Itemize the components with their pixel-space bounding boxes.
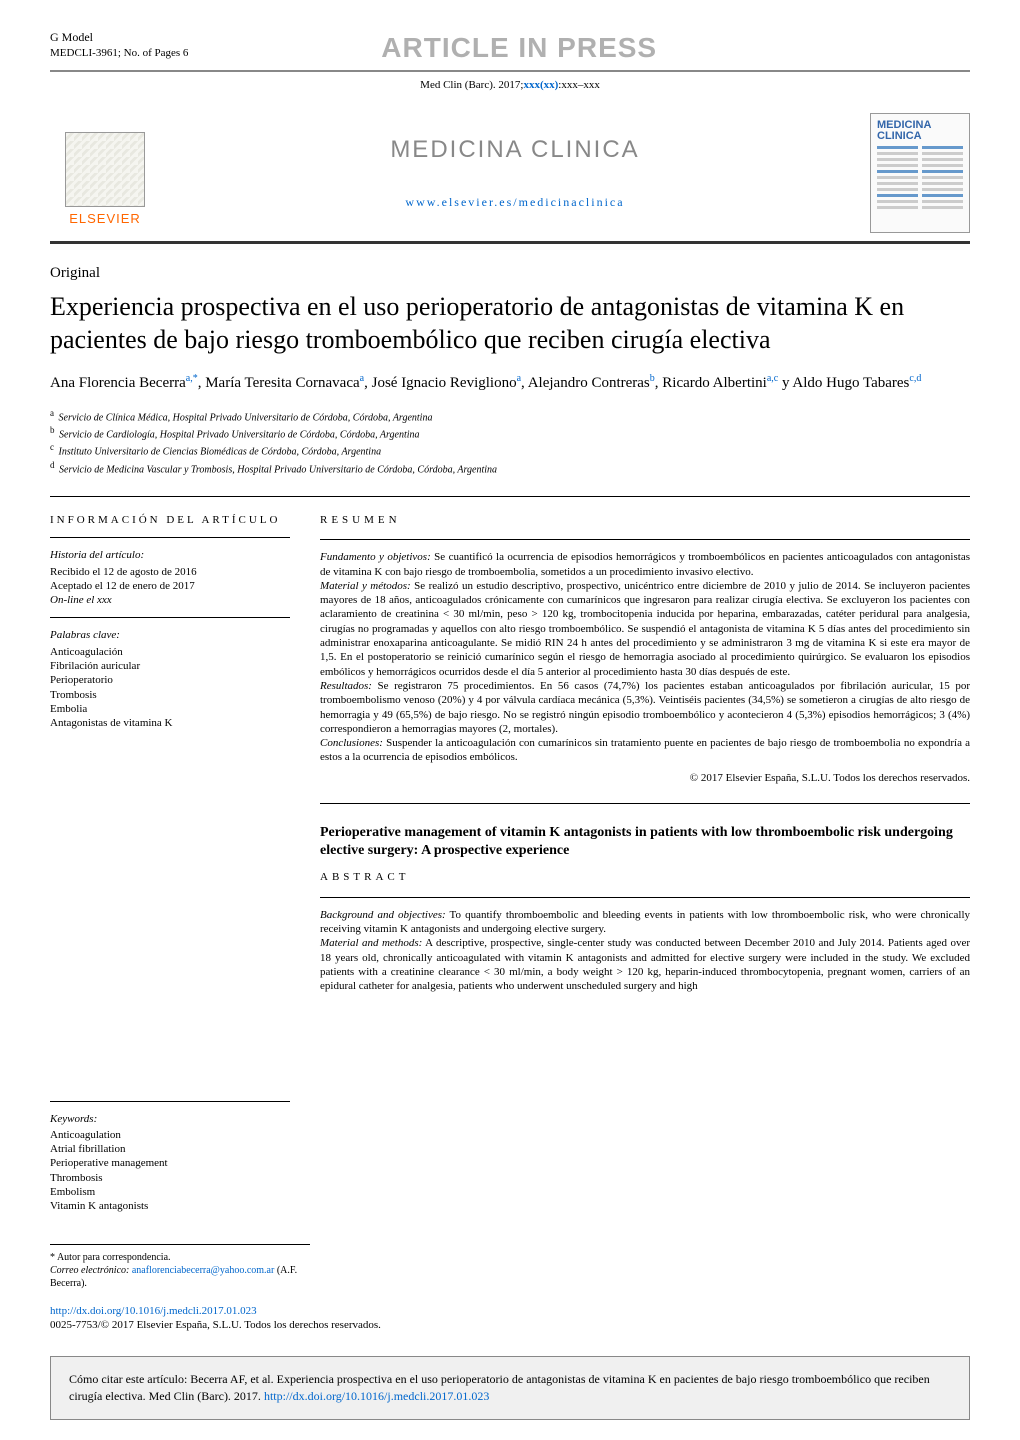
resultados-text: Se registraron 75 procedimientos. En 56 … <box>320 680 970 735</box>
abstract-column: resumen Fundamento y objetivos: Se cuant… <box>320 513 970 1214</box>
gmodel-line2: MEDCLI-3961; No. of Pages 6 <box>50 46 188 60</box>
keyword-item: Perioperatorio <box>50 673 290 687</box>
resultados-label: Resultados: <box>320 680 372 692</box>
conclusiones-text: Suspender la anticoagulación con cumarín… <box>320 737 970 763</box>
keyword-item: Atrial fibrillation <box>50 1142 290 1156</box>
doi-url[interactable]: http://dx.doi.org/10.1016/j.medcli.2017.… <box>50 1304 970 1318</box>
keyword-item: Thrombosis <box>50 1171 290 1185</box>
resumen-body: Fundamento y objetivos: Se cuantificó la… <box>320 550 970 764</box>
cite-text: Cómo citar este artículo: Becerra AF, et… <box>69 1372 930 1403</box>
affiliation-item: b Servicio de Cardiología, Hospital Priv… <box>50 425 970 441</box>
cite-link[interactable]: http://dx.doi.org/10.1016/j.medcli.2017.… <box>264 1389 489 1403</box>
citation-prefix: Med Clin (Barc). 2017; <box>420 79 523 91</box>
journal-url[interactable]: www.elsevier.es/medicinaclinica <box>160 195 870 211</box>
email-address[interactable]: anaflorenciabecerra@yahoo.com.ar <box>132 1265 274 1276</box>
article-info-column: información del artículo Historia del ar… <box>50 513 290 1214</box>
journal-cover-thumbnail: MEDICINA CLINICA <box>870 113 970 233</box>
accepted-date: Aceptado el 12 de enero de 2017 <box>50 579 290 593</box>
affiliation-item: a Servicio de Clínica Médica, Hospital P… <box>50 408 970 424</box>
keyword-item: Embolism <box>50 1185 290 1199</box>
affiliations: a Servicio de Clínica Médica, Hospital P… <box>50 408 970 476</box>
journal-title-block: MEDICINA CLINICA www.elsevier.es/medicin… <box>160 134 870 211</box>
resumen-heading: resumen <box>320 513 970 527</box>
keyword-item: Trombosis <box>50 688 290 702</box>
elsevier-logo: ELSEVIER <box>50 118 160 228</box>
keyword-item: Anticoagulación <box>50 645 290 659</box>
email-line: Correo electrónico: anaflorenciabecerra@… <box>50 1264 310 1290</box>
keyword-item: Perioperative management <box>50 1156 290 1170</box>
citation-suffix: :xxx–xxx <box>558 79 600 91</box>
authors: Ana Florencia Becerraa,*, María Teresita… <box>50 372 970 394</box>
en-material-label: Material and methods: <box>320 937 422 949</box>
palabras-label: Palabras clave: <box>50 628 290 642</box>
keyword-item: Antagonistas de vitamina K <box>50 716 290 730</box>
corresp-symbol: * <box>50 1252 55 1263</box>
material-text: Se realizó un estudio descriptivo, prosp… <box>320 580 970 678</box>
journal-name: MEDICINA CLINICA <box>160 134 870 165</box>
keywords-label: Keywords: <box>50 1112 290 1126</box>
elsevier-tree-icon <box>65 132 145 207</box>
keyword-item: Fibrilación auricular <box>50 659 290 673</box>
online-date: On-line el xxx <box>50 593 290 607</box>
english-title: Perioperative management of vitamin K an… <box>320 824 970 860</box>
abstract-heading: abstract <box>320 870 970 884</box>
fundamento-label: Fundamento y objetivos: <box>320 551 431 563</box>
palabras-list: AnticoagulaciónFibrilación auricularPeri… <box>50 645 290 731</box>
conclusiones-label: Conclusiones: <box>320 737 383 749</box>
info-heading: información del artículo <box>50 513 290 527</box>
email-label: Correo electrónico: <box>50 1265 129 1276</box>
material-label: Material y métodos: <box>320 580 411 592</box>
keyword-item: Embolia <box>50 702 290 716</box>
press-banner: ARTICLE IN PRESS <box>381 30 657 66</box>
background-label: Background and objectives: <box>320 909 446 921</box>
article-type: Original <box>50 264 970 284</box>
copyright-es: © 2017 Elsevier España, S.L.U. Todos los… <box>320 771 970 785</box>
keyword-item: Anticoagulation <box>50 1128 290 1142</box>
history-label: Historia del artículo: <box>50 548 290 562</box>
corresp-line: * Autor para correspondencia. <box>50 1251 310 1264</box>
keywords-list: AnticoagulationAtrial fibrillationPeriop… <box>50 1128 290 1214</box>
journal-header: ELSEVIER MEDICINA CLINICA www.elsevier.e… <box>50 113 970 244</box>
elsevier-text: ELSEVIER <box>69 211 141 228</box>
received-date: Recibido el 12 de agosto de 2016 <box>50 565 290 579</box>
corresp-text: Autor para correspondencia. <box>57 1252 171 1263</box>
affiliation-item: c Instituto Universitario de Ciencias Bi… <box>50 442 970 458</box>
cover-title: MEDICINA CLINICA <box>877 120 963 142</box>
citation-bold: xxx(xx) <box>523 79 558 91</box>
cite-box: Cómo citar este artículo: Becerra AF, et… <box>50 1356 970 1420</box>
gmodel-line1: G Model <box>50 30 188 46</box>
abstract-body: Background and objectives: To quantify t… <box>320 908 970 994</box>
article-title: Experiencia prospectiva en el uso periop… <box>50 291 970 356</box>
affiliation-item: d Servicio de Medicina Vascular y Trombo… <box>50 460 970 476</box>
gmodel-block: G Model MEDCLI-3961; No. of Pages 6 <box>50 30 188 60</box>
issn-line: 0025-7753/© 2017 Elsevier España, S.L.U.… <box>50 1318 970 1332</box>
header-bar: G Model MEDCLI-3961; No. of Pages 6 ARTI… <box>50 30 970 72</box>
keyword-item: Vitamin K antagonists <box>50 1199 290 1213</box>
footnote-block: * Autor para correspondencia. Correo ele… <box>50 1244 310 1290</box>
doi-block: http://dx.doi.org/10.1016/j.medcli.2017.… <box>50 1304 970 1333</box>
citation-line: Med Clin (Barc). 2017;xxx(xx):xxx–xxx <box>50 78 970 92</box>
